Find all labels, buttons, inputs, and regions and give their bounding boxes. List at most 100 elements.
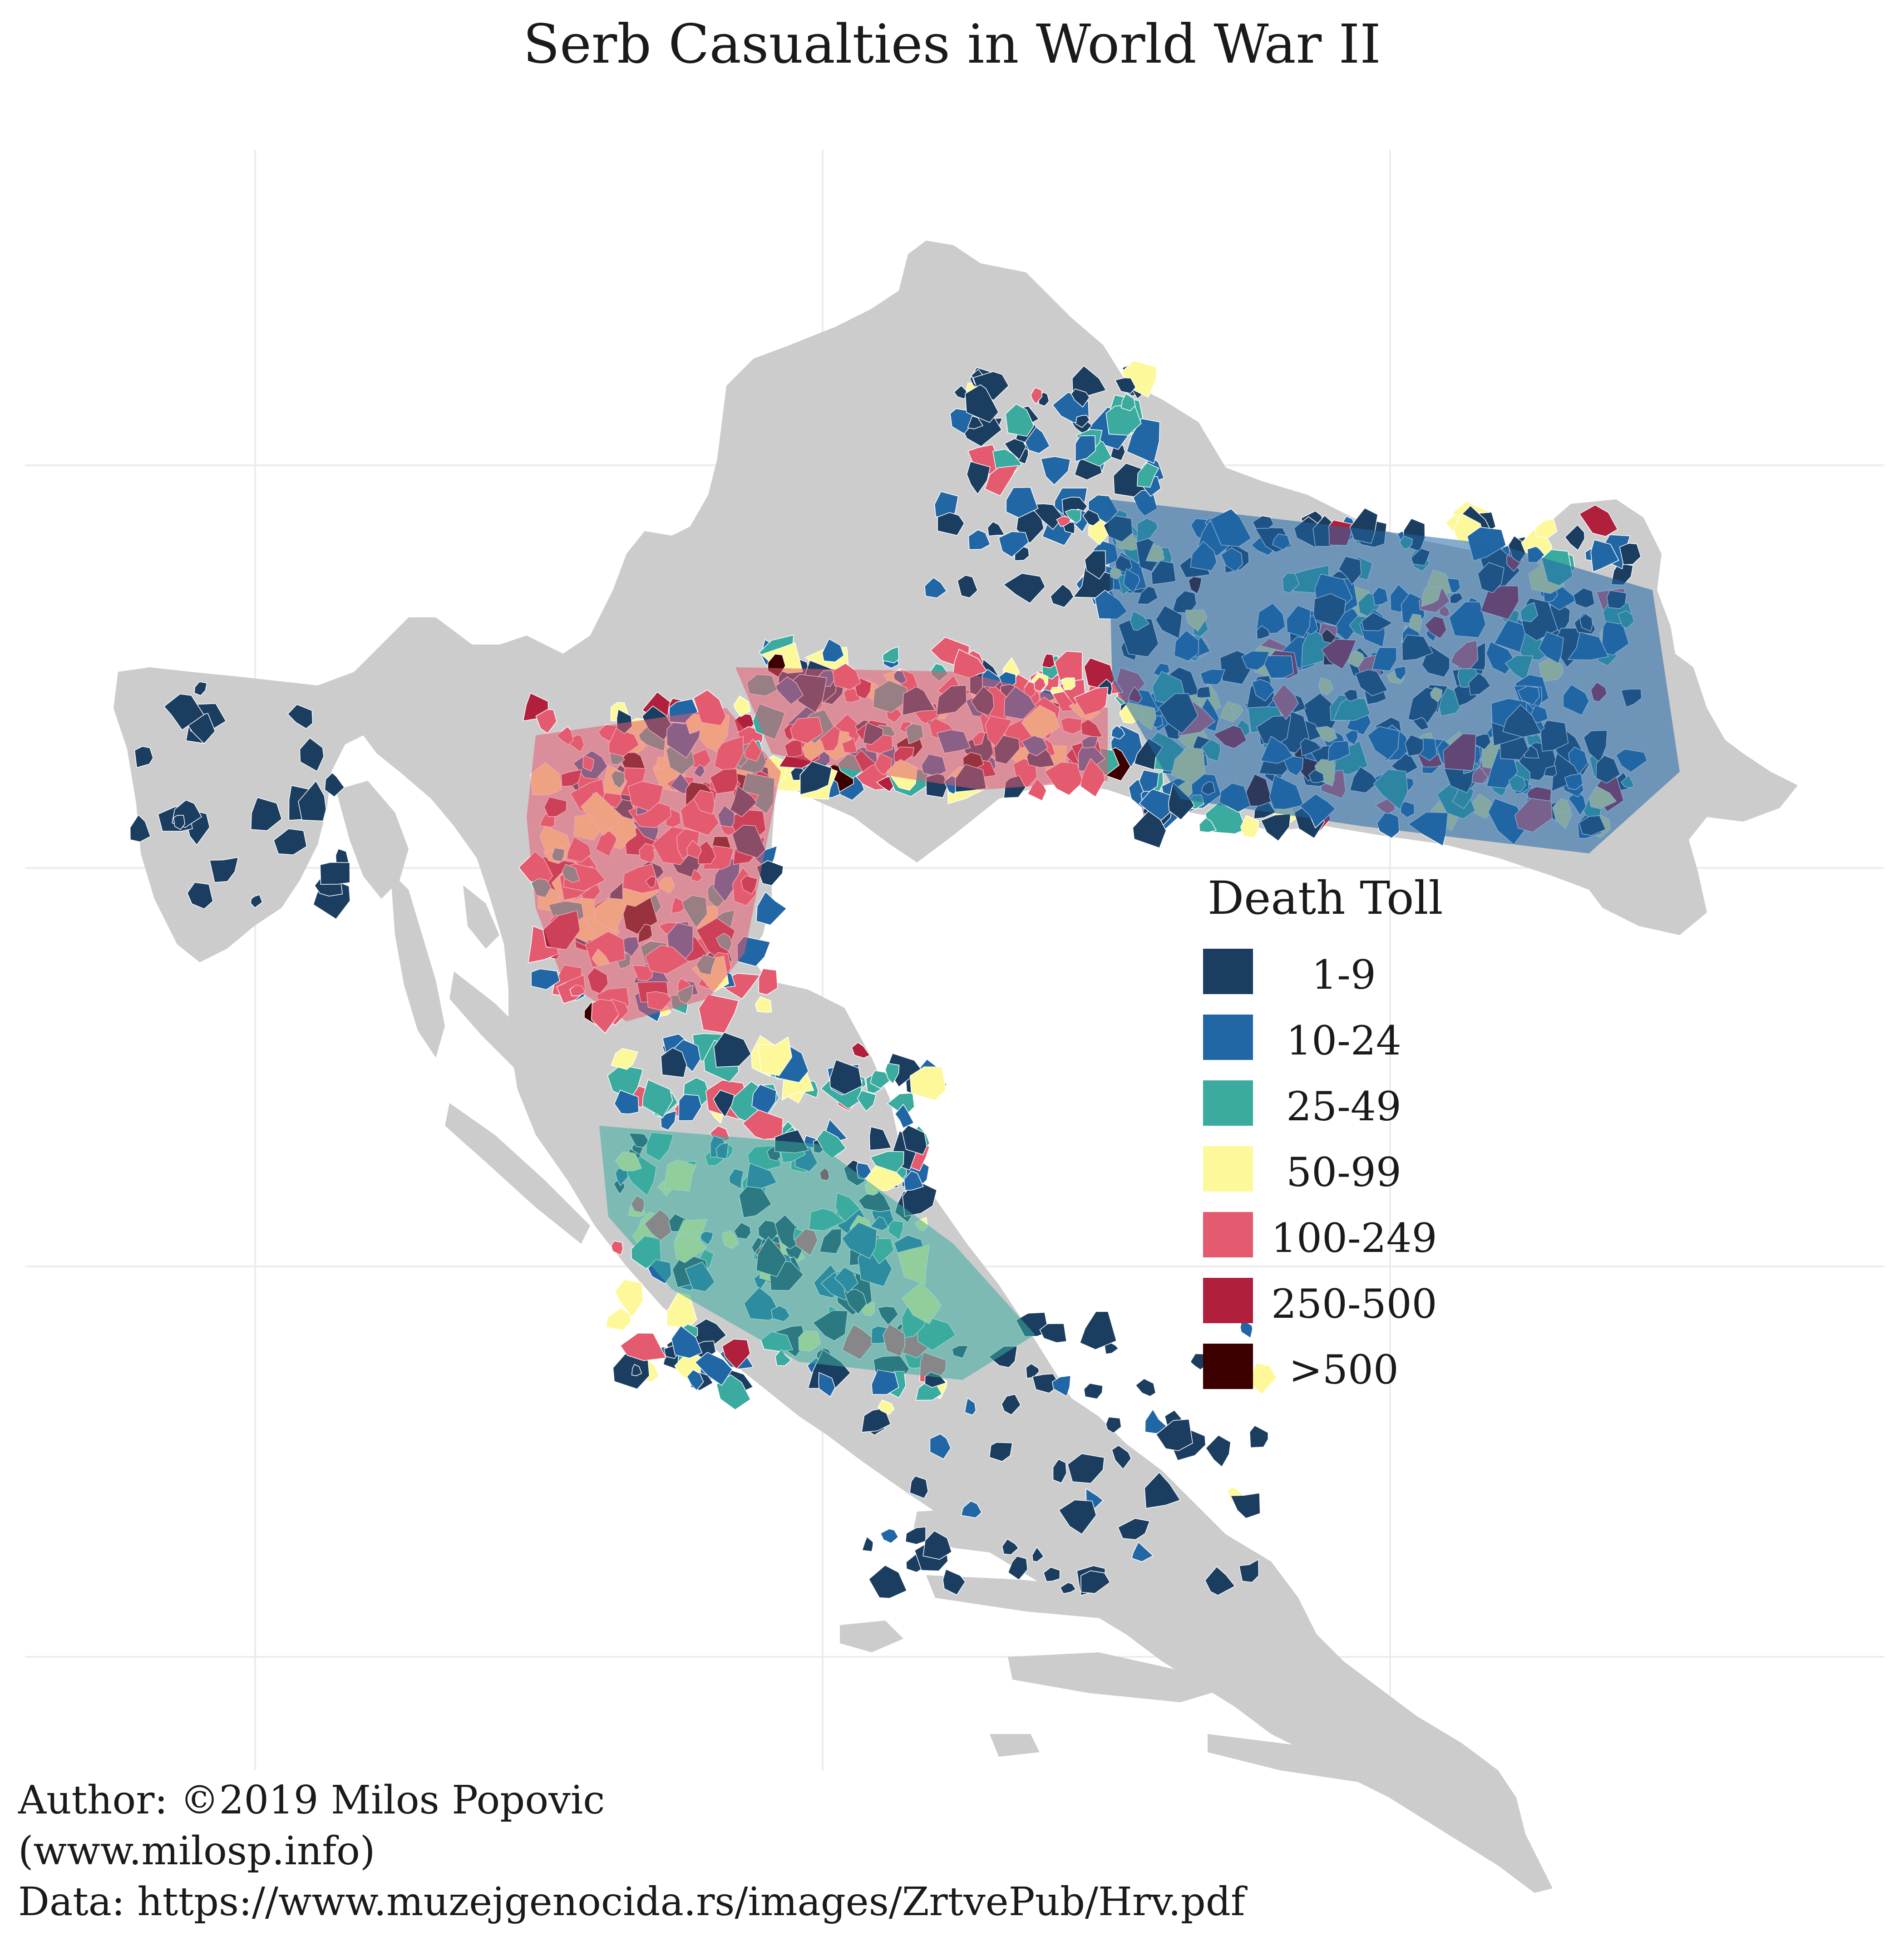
municipality bbox=[1126, 418, 1160, 464]
legend-label: 250-500 bbox=[1271, 1281, 1437, 1327]
municipality bbox=[857, 1090, 877, 1112]
municipality bbox=[678, 1094, 702, 1121]
credit-data-source: Data: https://www.muzejgenocida.rs/image… bbox=[18, 1879, 1245, 1925]
municipality bbox=[320, 862, 350, 885]
municipality bbox=[961, 1500, 982, 1518]
legend-item: 25-49 bbox=[1203, 1080, 1475, 1130]
municipality bbox=[1238, 1559, 1259, 1583]
legend-label: 25-49 bbox=[1286, 1083, 1401, 1130]
municipality bbox=[894, 1104, 914, 1129]
municipality bbox=[942, 1569, 966, 1596]
legend-swatch bbox=[1203, 1080, 1253, 1126]
municipality bbox=[606, 1307, 632, 1331]
municipality bbox=[631, 1364, 642, 1376]
municipality bbox=[695, 1352, 733, 1386]
municipality bbox=[1043, 1567, 1061, 1582]
municipality bbox=[880, 1528, 899, 1544]
municipality bbox=[535, 709, 557, 734]
municipality bbox=[273, 828, 307, 855]
municipality bbox=[1144, 1409, 1169, 1434]
municipality bbox=[1131, 1541, 1154, 1562]
municipality bbox=[1001, 1394, 1021, 1415]
landmass-island-lastovo bbox=[990, 1734, 1040, 1757]
municipality bbox=[1137, 462, 1159, 488]
municipality bbox=[1083, 1383, 1103, 1399]
municipality bbox=[661, 1047, 687, 1078]
municipality bbox=[642, 1079, 673, 1118]
municipality bbox=[620, 1332, 667, 1361]
municipality bbox=[614, 1279, 644, 1318]
legend-swatch bbox=[1203, 1344, 1253, 1389]
municipality bbox=[909, 1066, 947, 1101]
legend-label: 10-24 bbox=[1286, 1017, 1401, 1064]
municipality bbox=[1061, 677, 1075, 690]
municipality bbox=[671, 1325, 703, 1359]
municipality bbox=[1051, 1375, 1071, 1397]
municipality bbox=[870, 1070, 892, 1089]
legend-item: 10-24 bbox=[1203, 1015, 1475, 1064]
landmass-island-pag bbox=[449, 971, 567, 1108]
municipality bbox=[964, 1397, 977, 1416]
municipality bbox=[866, 1165, 905, 1192]
municipality bbox=[1007, 1556, 1028, 1581]
municipality bbox=[1132, 810, 1167, 848]
legend-swatch bbox=[1203, 949, 1253, 994]
municipality bbox=[998, 531, 1029, 558]
legend-item: 1-9 bbox=[1203, 949, 1475, 998]
municipality bbox=[1025, 426, 1051, 454]
municipality bbox=[1564, 524, 1585, 551]
legend-title: Death Toll bbox=[1208, 872, 1443, 925]
municipality bbox=[298, 780, 327, 822]
municipality bbox=[1060, 1582, 1076, 1594]
municipality bbox=[1080, 1570, 1111, 1594]
municipality bbox=[1030, 387, 1042, 405]
municipality bbox=[967, 415, 984, 429]
municipality bbox=[194, 681, 207, 696]
municipality bbox=[1111, 725, 1125, 740]
municipality bbox=[1031, 1547, 1044, 1562]
municipality bbox=[722, 1339, 751, 1370]
region-overlays bbox=[527, 499, 1680, 1380]
croatia-landmass bbox=[113, 241, 1798, 1893]
municipality bbox=[885, 1063, 900, 1084]
municipality bbox=[882, 646, 899, 664]
municipality bbox=[1144, 1472, 1181, 1509]
municipality bbox=[1006, 487, 1039, 518]
municipality bbox=[1067, 1453, 1105, 1484]
municipality bbox=[909, 1475, 929, 1499]
municipality bbox=[868, 1565, 908, 1599]
municipality bbox=[1135, 1378, 1156, 1397]
credit-website: (www.milosp.info) bbox=[18, 1828, 375, 1874]
municipality bbox=[1534, 519, 1558, 538]
municipality bbox=[1204, 1566, 1236, 1596]
municipality bbox=[716, 1374, 751, 1410]
municipality bbox=[1052, 1458, 1067, 1483]
municipality bbox=[902, 1125, 927, 1155]
legend-label: 100-249 bbox=[1271, 1215, 1437, 1261]
municipality bbox=[953, 385, 967, 399]
municipality bbox=[614, 1089, 639, 1114]
municipality bbox=[1578, 504, 1618, 537]
municipality bbox=[758, 968, 778, 995]
municipality bbox=[163, 694, 205, 731]
municipality bbox=[774, 1348, 792, 1366]
municipality bbox=[929, 1434, 952, 1460]
municipality bbox=[957, 575, 978, 598]
municipality bbox=[209, 857, 239, 883]
municipality bbox=[531, 968, 560, 990]
legend-swatch bbox=[1203, 1212, 1253, 1257]
legend-item: >500 bbox=[1203, 1344, 1475, 1393]
legend-swatch bbox=[1203, 1278, 1253, 1323]
municipality bbox=[1111, 1445, 1132, 1470]
municipality bbox=[989, 1442, 1013, 1462]
municipality bbox=[922, 1530, 952, 1560]
legend-item: 250-500 bbox=[1203, 1278, 1475, 1327]
legend-label: >500 bbox=[1289, 1346, 1399, 1393]
municipality bbox=[1001, 1538, 1019, 1555]
municipality bbox=[1084, 550, 1106, 580]
landmass-island-mljet bbox=[1208, 1734, 1389, 1784]
municipality bbox=[713, 1032, 752, 1068]
municipality bbox=[1249, 1425, 1269, 1449]
municipality bbox=[1205, 1434, 1231, 1468]
credit-author: Author: ©2019 Milos Popovic bbox=[18, 1778, 605, 1823]
